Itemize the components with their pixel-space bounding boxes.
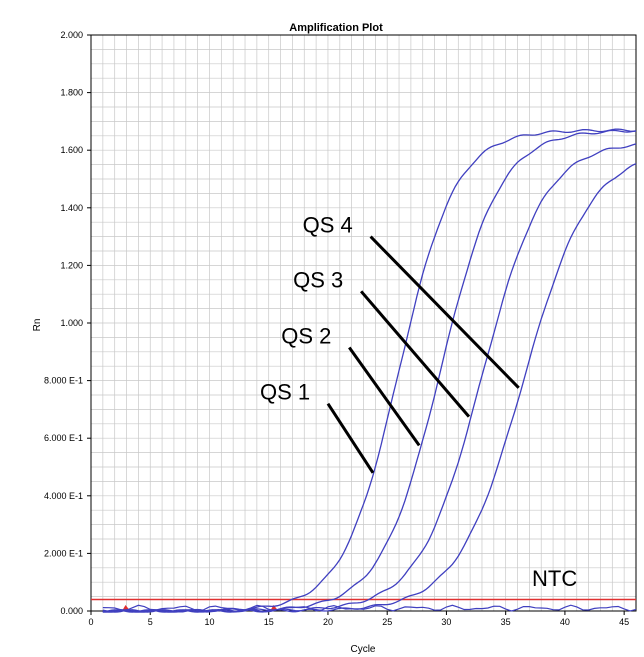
annotation-label: QS 1 [260, 380, 310, 405]
x-tick-label: 40 [560, 617, 570, 627]
y-tick-label: 4.000 E-1 [44, 491, 83, 501]
x-tick-label: 30 [441, 617, 451, 627]
y-axis-label: Rn [32, 319, 43, 332]
ntc-curve [102, 604, 637, 612]
y-tick-label: 8.000 E-1 [44, 376, 83, 386]
annotation-label: QS 3 [293, 267, 343, 292]
y-tick-label: 1.200 [60, 260, 83, 270]
grid [91, 35, 636, 611]
annotation-label: QS 4 [303, 213, 353, 238]
baseline-marker [270, 605, 278, 610]
y-tick-label: 1.000 [60, 318, 83, 328]
amplification-curves [102, 128, 637, 613]
ntc-label: NTC [532, 566, 577, 591]
amplification-curve [102, 128, 637, 613]
chart-title: Amplification Plot [289, 22, 383, 34]
x-tick-label: 35 [501, 617, 511, 627]
y-tick-label: 1.600 [60, 145, 83, 155]
annotation-pointer [369, 235, 520, 389]
x-axis-label: Cycle [350, 644, 375, 655]
x-tick-label: 15 [264, 617, 274, 627]
axis-ticks: 0 5 10 15 20 25 30 35 40 45 0.000 2.000 E-1 4.000 E-… [44, 30, 629, 627]
annotation-pointer [326, 402, 375, 474]
y-tick-label: 6.000 E-1 [44, 433, 83, 443]
amplification-curve [102, 143, 637, 613]
y-tick-label: 2.000 [60, 30, 83, 40]
annotation-label: QS 2 [281, 323, 331, 348]
x-tick-label: 20 [323, 617, 333, 627]
x-tick-label: 0 [88, 617, 93, 627]
x-tick-label: 10 [204, 617, 214, 627]
amplification-curve [102, 129, 637, 613]
annotation-pointer [359, 290, 471, 418]
y-tick-label: 1.800 [60, 88, 83, 98]
threshold-layer [91, 598, 636, 610]
y-tick-label: 2.000 E-1 [44, 548, 83, 558]
x-tick-label: 45 [619, 617, 629, 627]
x-tick-label: 5 [148, 617, 153, 627]
x-tick-label: 25 [382, 617, 392, 627]
curve-annotations: QS 1 QS 2 QS 3 QS 4 [260, 213, 520, 474]
annotation-pointer [348, 346, 421, 447]
y-tick-label: 0.000 [60, 606, 83, 616]
amplification-curve [102, 163, 637, 613]
baseline-marker [122, 605, 130, 610]
y-tick-label: 1.400 [60, 203, 83, 213]
